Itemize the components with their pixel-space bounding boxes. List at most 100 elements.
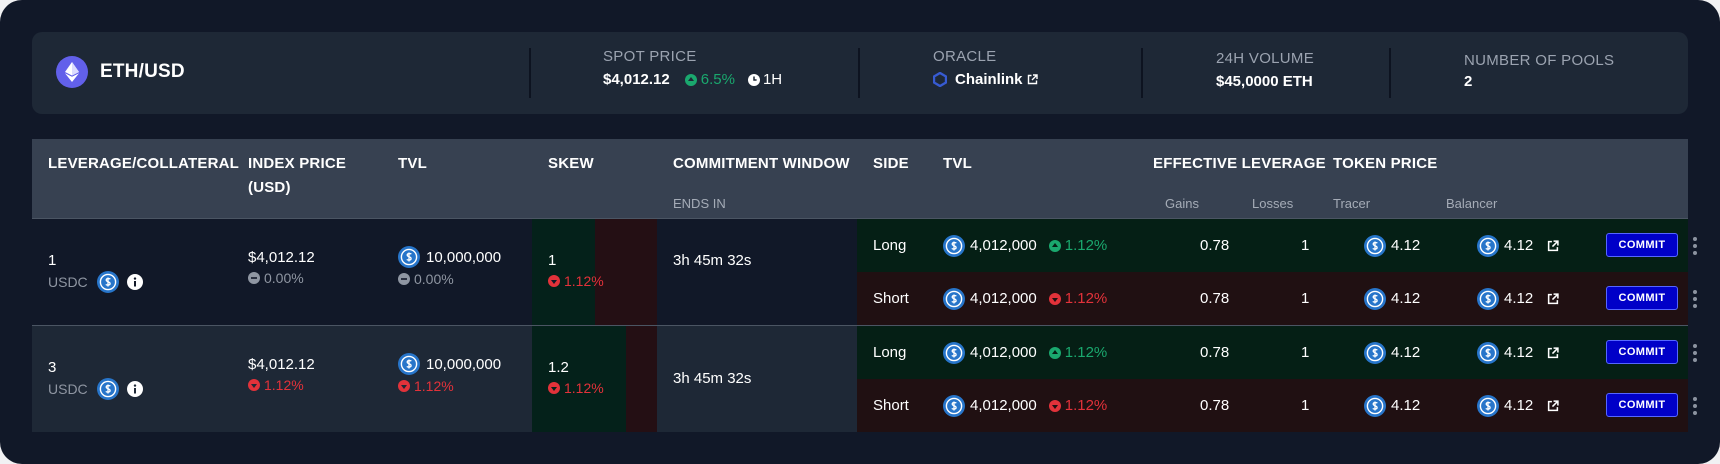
leverage-value: 1 (48, 252, 57, 269)
col-side: SIDE (873, 155, 909, 172)
usdc-icon (943, 234, 965, 257)
pool-row: 1 USDC $4,012.12 0.00% (32, 219, 1697, 325)
long-side-row: Long 4,012,000 1.12% 0.78 1 4.12 (857, 326, 1697, 379)
spot-price-value-row: $4,012.12 6.5% 1H (603, 71, 782, 88)
side-tvl-value: 4,012,000 (970, 397, 1037, 414)
usdc-icon (1477, 341, 1499, 364)
arrow-down-circle-icon (1048, 292, 1061, 305)
index-price-cell: $4,012.12 1.12% (248, 356, 315, 393)
arrow-up-circle-icon (1048, 346, 1061, 359)
skew-cell: 1.2 1.12% (548, 359, 604, 396)
index-change-row: 1.12% (248, 377, 315, 393)
oracle-stat: ORACLE Chainlink (933, 48, 1038, 88)
balancer-price-value: 4.12 (1504, 290, 1534, 307)
losses-value: 1 (1301, 290, 1310, 307)
spot-price-stat: SPOT PRICE $4,012.12 6.5% 1H (603, 48, 782, 88)
pools-count-value: 2 (1464, 73, 1473, 90)
commit-button[interactable]: COMMIT (1606, 340, 1678, 364)
usdc-icon (1364, 234, 1386, 257)
usdc-icon (96, 271, 119, 293)
col-commitment-ends-in: ENDS IN (673, 196, 726, 211)
info-icon[interactable] (126, 274, 143, 290)
more-options-icon[interactable] (1693, 290, 1697, 308)
col-effective-leverage: EFFECTIVE LEVERAGE (1153, 155, 1326, 172)
tracer-price-value: 4.12 (1391, 344, 1421, 361)
usdc-icon (398, 353, 420, 375)
arrow-up-circle-icon (684, 73, 697, 86)
ethereum-icon (56, 56, 88, 88)
side-label: Long (873, 237, 907, 254)
commit-button[interactable]: COMMIT (1606, 286, 1678, 310)
market-name: ETH/USD (100, 61, 185, 82)
info-icon[interactable] (126, 381, 143, 397)
neutral-circle-icon (248, 272, 260, 284)
side-tvl-value: 4,012,000 (970, 237, 1037, 254)
tvl-row: 10,000,000 (398, 246, 501, 268)
col-index-price-label: INDEX PRICE (248, 155, 347, 172)
divider (1389, 48, 1391, 98)
oracle-value[interactable]: Chainlink (955, 71, 1023, 88)
arrow-down-circle-icon (548, 382, 560, 394)
tvl-cell: 10,000,000 1.12% (398, 353, 502, 394)
external-link-icon[interactable] (1027, 74, 1038, 85)
usdc-icon (943, 287, 965, 310)
gains-value: 0.78 (1200, 397, 1230, 414)
external-link-icon[interactable] (1547, 346, 1559, 359)
oracle-label: ORACLE (933, 48, 997, 65)
index-change-row: 0.00% (248, 270, 315, 286)
spot-price-label: SPOT PRICE (603, 48, 697, 65)
more-options-icon[interactable] (1693, 344, 1697, 362)
losses-value: 1 (1301, 344, 1310, 361)
table-header: LEVERAGE/COLLATERAL INDEX PRICE (USD) TV… (32, 139, 1688, 219)
arrow-down-circle-icon (398, 380, 410, 392)
tracer-price-cell: 4.12 (1364, 379, 1420, 432)
more-options-icon[interactable] (1693, 397, 1697, 415)
leverage-cell: 3 USDC (48, 359, 143, 400)
short-side-row: Short 4,012,000 1.12% 0.78 1 4.12 (857, 379, 1697, 432)
arrow-down-circle-icon (548, 275, 560, 287)
tvl-value: 10,000,000 (426, 355, 502, 373)
external-link-icon[interactable] (1547, 399, 1559, 412)
skew-value: 1.2 (548, 359, 569, 376)
gains-value: 0.78 (1200, 290, 1230, 307)
skew-cell: 1 1.12% (548, 252, 604, 289)
commit-button[interactable]: COMMIT (1606, 233, 1678, 257)
skew-value: 1 (548, 252, 557, 269)
row-divider (32, 325, 1688, 326)
col-tvl: TVL (398, 155, 427, 172)
side-tvl-change: 1.12% (1064, 397, 1108, 414)
pool-summary (32, 326, 857, 432)
external-link-icon[interactable] (1547, 239, 1559, 252)
usdc-icon (1364, 287, 1386, 310)
col-balancer: Balancer (1446, 196, 1498, 211)
tvl-value: 10,000,000 (426, 248, 502, 266)
col-losses: Losses (1252, 196, 1294, 211)
col-skew: SKEW (548, 155, 594, 172)
col-side-tvl: TVL (943, 155, 972, 172)
side-tvl-value: 4,012,000 (970, 290, 1037, 307)
commit-button[interactable]: COMMIT (1606, 393, 1678, 417)
volume-label: 24H VOLUME (1216, 50, 1315, 67)
commitment-window-value: 3h 45m 32s (673, 370, 752, 387)
collateral-name: USDC (48, 381, 88, 397)
index-price-cell: $4,012.12 0.00% (248, 249, 315, 286)
tracer-price-value: 4.12 (1391, 397, 1421, 414)
tracer-price-value: 4.12 (1391, 290, 1421, 307)
more-options-icon[interactable] (1693, 237, 1697, 255)
oracle-value-row[interactable]: Chainlink (933, 71, 1038, 88)
external-link-icon[interactable] (1547, 292, 1559, 305)
tracer-price-value: 4.12 (1391, 237, 1421, 254)
side-tvl-cell: 4,012,000 1.12% (943, 379, 1107, 432)
usdc-icon (1477, 394, 1499, 417)
col-index-price: INDEX PRICE (USD) (248, 152, 346, 200)
usdc-icon (96, 378, 119, 400)
neutral-circle-icon (398, 273, 410, 285)
divider (858, 48, 860, 98)
balancer-price-cell: 4.12 (1477, 326, 1559, 379)
col-tracer: Tracer (1333, 196, 1371, 211)
usdc-icon (1364, 394, 1386, 417)
tvl-change-row: 1.12% (398, 378, 501, 394)
tracer-price-cell: 4.12 (1364, 219, 1420, 272)
commitment-window-value: 3h 45m 32s (673, 252, 752, 269)
col-token-price: TOKEN PRICE (1333, 155, 1438, 172)
